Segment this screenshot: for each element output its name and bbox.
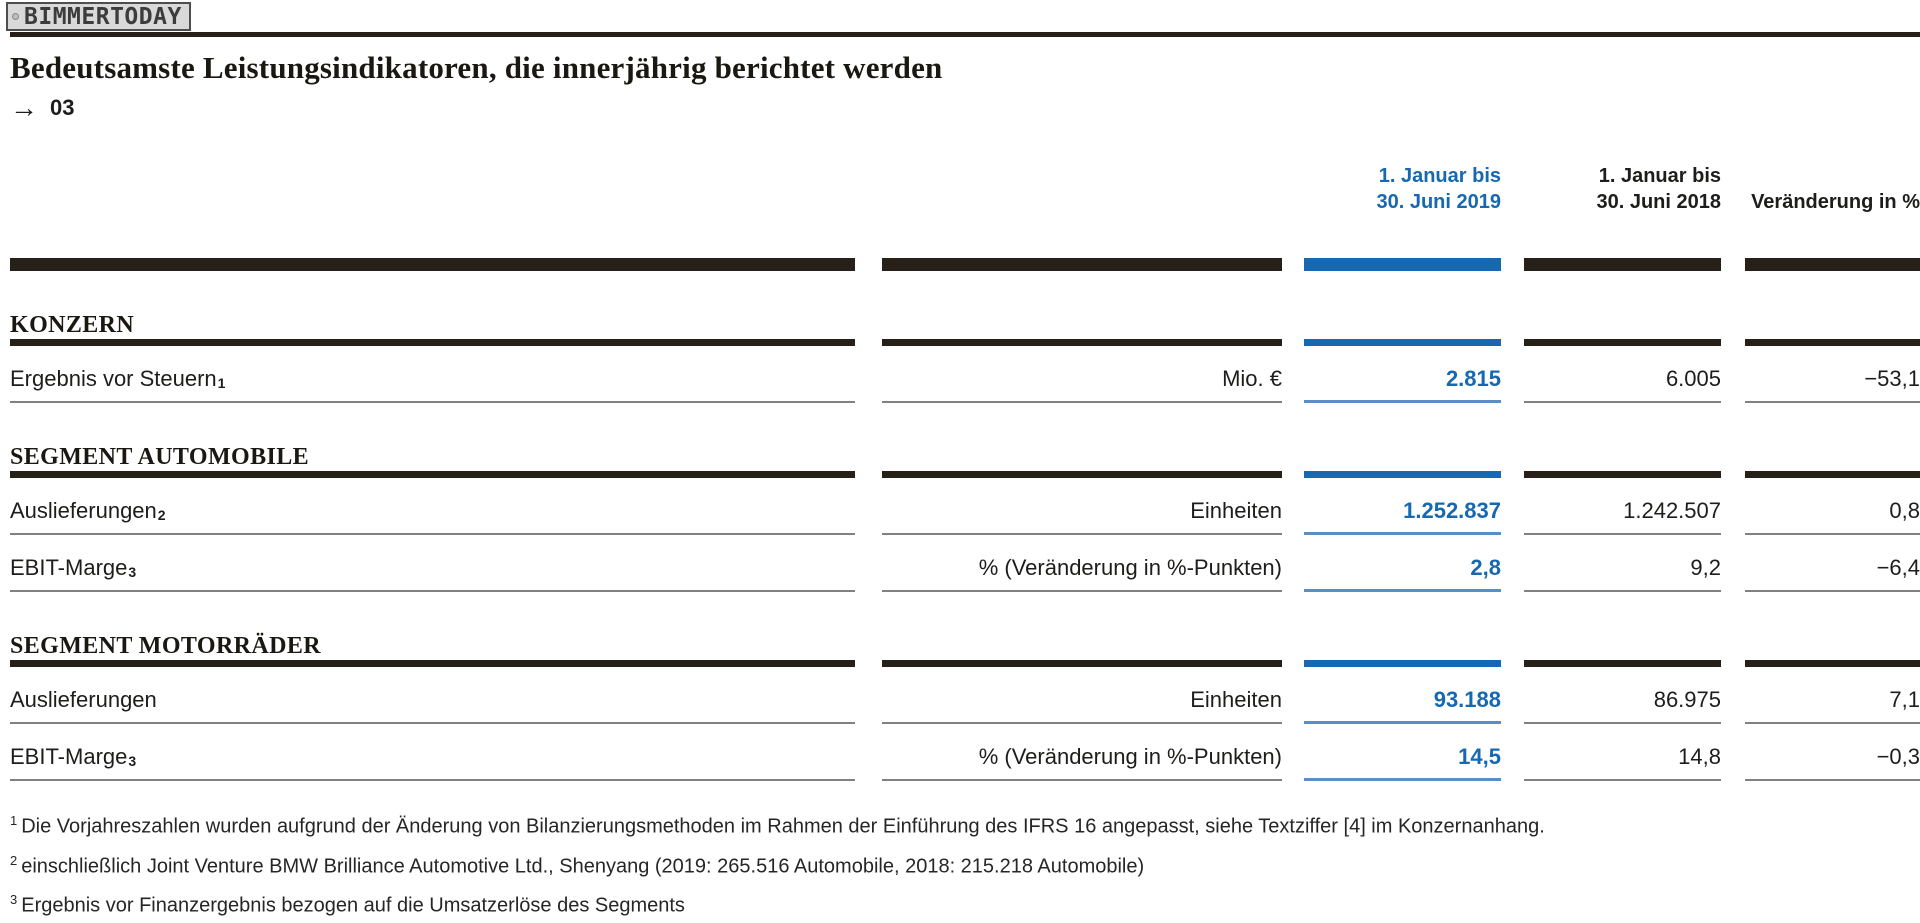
footnote-2: 2 einschließlich Joint Venture BMW Brilli… — [10, 844, 1920, 884]
row-label: Ergebnis vor Steuern — [10, 366, 217, 391]
header-bars-row — [10, 258, 1920, 271]
footnotes: 1 Die Vorjahreszahlen wurden aufgrund der… — [10, 804, 1920, 923]
footnote-1: 1 Die Vorjahreszahlen wurden aufgrund der… — [10, 804, 1920, 844]
bimmertoday-logo: BIMMERTODAY — [6, 2, 191, 31]
column-header-2018-line2: 30. Juni 2018 — [1596, 191, 1721, 213]
header-bar-change-column — [1745, 258, 1920, 271]
row-label: EBIT-Marge — [10, 744, 128, 769]
table-row: Ergebnis vor Steuern 1 Mio. € 2.815 6.005… — [10, 346, 1920, 403]
table-header-row: 1. Januar bis 30. Juni 2019 1. Januar bi… — [10, 163, 1920, 215]
footnote-marker: 1 — [217, 375, 226, 391]
row-label: EBIT-Marge — [10, 555, 128, 580]
watermark-label: BIMMERTODAY — [24, 3, 182, 30]
footnote-2-marker: 2 — [10, 852, 18, 868]
value-2019: 2.815 — [1304, 346, 1501, 403]
table-row: EBIT-Marge 3 % (Veränderung in %-Punkten)… — [10, 724, 1920, 781]
value-change: −53,1 — [1745, 346, 1920, 403]
footnote-3-text: Ergebnis vor Finanzergebnis bezogen auf … — [21, 894, 685, 917]
footnote-marker: 2 — [157, 507, 166, 523]
column-header-2019-line2: 30. Juni 2019 — [1376, 191, 1501, 213]
row-unit: % (Veränderung in %-Punkten) — [882, 535, 1282, 592]
section-heading-row-motorraeder: SEGMENT MOTORRÄDER — [10, 633, 1920, 667]
column-header-2019: 1. Januar bis 30. Juni 2019 — [1304, 163, 1501, 215]
section-heading-row-automobile: SEGMENT AUTOMOBILE — [10, 444, 1920, 478]
value-change: −6,4 — [1745, 535, 1920, 592]
figure-reference: → 03 — [10, 93, 1920, 123]
section-heading: SEGMENT MOTORRÄDER — [10, 633, 322, 659]
value-2019: 1.252.837 — [1304, 478, 1501, 535]
value-change: 7,1 — [1745, 667, 1920, 724]
section-heading-row-konzern: KONZERN — [10, 312, 1920, 346]
value-2019: 2,8 — [1304, 535, 1501, 592]
value-change: −0,3 — [1745, 724, 1920, 781]
top-rule: BIMMERTODAY — [6, 0, 1920, 37]
footnote-1-text: Die Vorjahreszahlen wurden aufgrund der … — [21, 815, 1545, 838]
footnote-1-marker: 1 — [10, 813, 18, 828]
report-page: BIMMERTODAY Bedeutsamste Leistungsindika… — [6, 0, 1920, 923]
value-2018: 86.975 — [1524, 667, 1721, 724]
header-bar-2019-column — [1304, 258, 1501, 271]
column-header-2018: 1. Januar bis 30. Juni 2018 — [1524, 163, 1721, 215]
column-header-2019-line1: 1. Januar bis — [1378, 165, 1501, 187]
section-heading: KONZERN — [10, 312, 135, 338]
header-bar-2018-column — [1524, 258, 1721, 271]
row-unit: % (Veränderung in %-Punkten) — [882, 724, 1282, 781]
table-row: Auslieferungen 2 Einheiten 1.252.837 1.24… — [10, 478, 1920, 535]
page-title: Bedeutsamste Leistungsindikatoren, die i… — [10, 50, 943, 85]
value-2018: 14,8 — [1524, 724, 1721, 781]
section-heading: SEGMENT AUTOMOBILE — [10, 444, 310, 470]
value-2019: 14,5 — [1304, 724, 1501, 781]
row-unit: Mio. € — [882, 346, 1282, 403]
footnote-marker: 3 — [128, 753, 137, 769]
footnote-3-marker: 3 — [10, 892, 18, 908]
row-unit: Einheiten — [882, 667, 1282, 724]
footnote-marker: 3 — [128, 564, 137, 580]
row-unit: Einheiten — [882, 478, 1282, 535]
table-row: Auslieferungen Einheiten 93.188 86.975 7… — [10, 667, 1920, 724]
column-header-change: Veränderung in % — [1751, 191, 1920, 213]
row-label: Auslieferungen — [10, 687, 157, 712]
value-2019: 93.188 — [1304, 667, 1501, 724]
figure-number: 03 — [50, 95, 75, 120]
row-label: Auslieferungen — [10, 498, 157, 523]
value-change: 0,8 — [1745, 478, 1920, 535]
footnote-2-text: einschließlich Joint Venture BMW Brillia… — [21, 855, 1145, 878]
plate-dot-icon — [12, 13, 19, 20]
column-header-2018-line1: 1. Januar bis — [1598, 165, 1721, 187]
footnote-3: 3 Ergebnis vor Finanzergebnis bezogen auf… — [10, 883, 1920, 923]
value-2018: 9,2 — [1524, 535, 1721, 592]
table-row: EBIT-Marge 3 % (Veränderung in %-Punkten)… — [10, 535, 1920, 592]
arrow-right-icon: → — [10, 92, 38, 123]
header-bar-label-column — [10, 258, 855, 271]
value-2018: 1.242.507 — [1524, 478, 1721, 535]
value-2018: 6.005 — [1524, 346, 1721, 403]
header-bar-unit-column — [882, 258, 1282, 271]
